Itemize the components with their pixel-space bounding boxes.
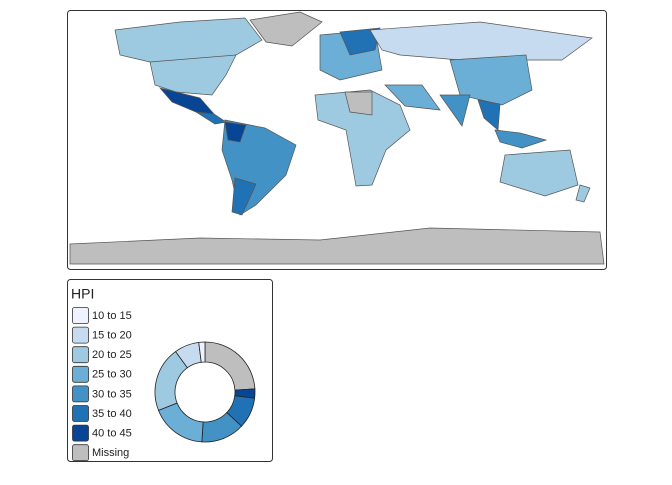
colombia — [224, 121, 247, 143]
countries — [69, 11, 605, 265]
legend-swatch — [72, 405, 89, 422]
donut-chart — [154, 341, 256, 443]
legend-label: 40 to 45 — [92, 428, 132, 440]
sahara — [344, 91, 373, 116]
africa — [314, 89, 411, 187]
legend-swatch — [72, 346, 89, 364]
india — [439, 94, 471, 127]
middle-east — [384, 84, 441, 111]
legend-label: 10 to 15 — [92, 310, 132, 322]
legend-swatch — [72, 307, 89, 324]
antarctica — [69, 227, 605, 265]
legend-label: 25 to 30 — [92, 369, 132, 381]
indonesia — [494, 129, 548, 149]
usa — [149, 54, 237, 96]
legend-swatch — [72, 385, 89, 403]
legend-items: 10 to 15 15 to 20 20 to 25 25 to 30 30 to 35… — [72, 307, 132, 462]
scandinavia — [339, 27, 381, 56]
legend-swatch — [72, 326, 89, 344]
legend-label: 30 to 35 — [92, 388, 132, 400]
greenland — [249, 11, 323, 47]
legend-label: 20 to 25 — [92, 349, 132, 361]
donut-segment — [198, 341, 206, 363]
legend-label: Missing — [92, 447, 129, 459]
legend-title: HPI — [71, 286, 94, 302]
legend-swatch — [72, 444, 89, 462]
legend-swatch — [72, 424, 89, 442]
argentina — [231, 177, 257, 216]
legend-label: 35 to 40 — [92, 408, 132, 420]
new-zealand — [575, 184, 591, 203]
southeast-asia — [477, 99, 501, 131]
legend-label: 15 to 20 — [92, 330, 132, 342]
china — [449, 54, 533, 106]
legend-swatch — [72, 365, 89, 383]
australia — [499, 149, 579, 197]
